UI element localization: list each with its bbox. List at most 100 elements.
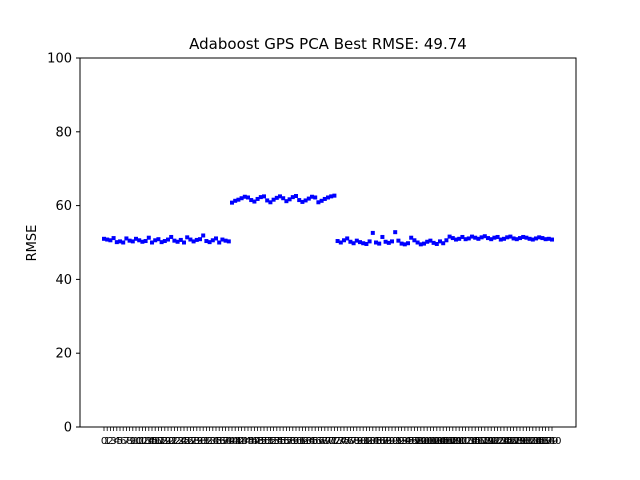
y-tick-label: 80 bbox=[55, 125, 72, 140]
data-point bbox=[415, 240, 420, 245]
x-tick-label: 65 bbox=[306, 436, 319, 447]
data-point bbox=[434, 241, 439, 246]
data-point bbox=[239, 196, 244, 201]
data-point bbox=[258, 195, 263, 200]
x-tick-label: 67 bbox=[312, 436, 325, 447]
data-point bbox=[482, 234, 487, 239]
chart-title: Adaboost GPS PCA Best RMSE: 49.74 bbox=[189, 35, 467, 53]
data-point bbox=[345, 236, 350, 241]
x-tick-label: 77 bbox=[344, 436, 357, 447]
x-tick-label: 85 bbox=[370, 436, 383, 447]
x-tick-label: 6 bbox=[120, 436, 126, 447]
y-tick-label: 40 bbox=[55, 273, 72, 288]
data-point bbox=[380, 234, 385, 239]
x-tick-label: 83 bbox=[363, 436, 376, 447]
data-point bbox=[316, 200, 321, 205]
x-tick-label: 15 bbox=[146, 436, 159, 447]
plot-area bbox=[79, 57, 577, 428]
data-point bbox=[479, 235, 484, 240]
data-point bbox=[143, 239, 148, 244]
x-tick-label: 19 bbox=[158, 436, 171, 447]
x-tick-label: 88 bbox=[379, 436, 392, 447]
data-point bbox=[540, 236, 545, 241]
x-tick-label: 123 bbox=[488, 436, 507, 447]
data-point bbox=[418, 242, 423, 247]
data-point bbox=[262, 194, 266, 199]
data-point bbox=[367, 239, 372, 244]
data-point bbox=[374, 240, 378, 245]
data-point bbox=[207, 240, 212, 245]
x-tick-label: 7 bbox=[123, 436, 129, 447]
x-tick-label: 53 bbox=[267, 436, 280, 447]
x-tick-label: 24 bbox=[174, 436, 187, 447]
data-point bbox=[492, 235, 497, 240]
data-point bbox=[140, 239, 145, 244]
data-point bbox=[153, 238, 158, 243]
x-tick-label: 106 bbox=[434, 436, 453, 447]
x-tick-label: 42 bbox=[232, 436, 245, 447]
data-point bbox=[166, 237, 170, 242]
x-tick-label: 3 bbox=[110, 436, 116, 447]
x-tick-label: 132 bbox=[517, 436, 536, 447]
x-tick-label: 20 bbox=[162, 436, 175, 447]
x-tick-label: 72 bbox=[328, 436, 341, 447]
y-tick-label: 0 bbox=[64, 421, 72, 436]
data-point bbox=[348, 239, 353, 244]
data-point bbox=[290, 195, 295, 200]
data-point bbox=[422, 241, 426, 246]
data-point bbox=[543, 237, 548, 242]
x-tick-label: 49 bbox=[254, 436, 267, 447]
data-point bbox=[310, 194, 314, 199]
data-point bbox=[217, 240, 222, 245]
data-point bbox=[329, 194, 334, 199]
data-points bbox=[102, 193, 554, 247]
data-point bbox=[406, 241, 410, 246]
x-axis: 0123456789101112131415161718192021222324… bbox=[101, 427, 562, 447]
x-tick-label: 140 bbox=[542, 436, 561, 447]
x-tick-label: 64 bbox=[302, 436, 315, 447]
data-point bbox=[242, 194, 247, 199]
data-point bbox=[444, 238, 449, 243]
data-point bbox=[172, 238, 177, 243]
data-point bbox=[386, 240, 391, 245]
x-tick-label: 5 bbox=[117, 436, 123, 447]
x-tick-label: 69 bbox=[318, 436, 331, 447]
data-point bbox=[326, 195, 330, 200]
x-tick-label: 115 bbox=[462, 436, 481, 447]
x-tick-label: 112 bbox=[453, 436, 472, 447]
x-tick-label: 128 bbox=[504, 436, 523, 447]
data-point bbox=[550, 237, 554, 242]
data-point bbox=[233, 198, 238, 203]
data-point bbox=[396, 238, 401, 243]
data-point bbox=[198, 237, 202, 242]
y-axis: 0 20 40 60 80 100 bbox=[47, 52, 80, 436]
data-point bbox=[294, 194, 298, 199]
x-tick-label: 31 bbox=[197, 436, 210, 447]
x-tick-label: 60 bbox=[290, 436, 303, 447]
data-point bbox=[255, 196, 260, 201]
x-tick-label: 9 bbox=[130, 436, 136, 447]
x-tick-label: 36 bbox=[213, 436, 226, 447]
x-tick-label: 76 bbox=[341, 436, 354, 447]
x-tick-label: 43 bbox=[235, 436, 248, 447]
x-tick-label: 107 bbox=[437, 436, 456, 447]
x-tick-label: 134 bbox=[523, 436, 542, 447]
y-tick-label: 60 bbox=[55, 199, 72, 214]
data-point bbox=[530, 237, 535, 242]
data-point bbox=[118, 239, 122, 244]
x-tick-label: 0 bbox=[101, 436, 107, 447]
data-point bbox=[428, 238, 433, 243]
x-tick-label: 18 bbox=[155, 436, 168, 447]
x-tick-label: 92 bbox=[392, 436, 405, 447]
data-point bbox=[470, 234, 474, 239]
x-tick-label: 50 bbox=[258, 436, 271, 447]
x-tick-label: 127 bbox=[501, 436, 520, 447]
data-point bbox=[354, 238, 359, 243]
data-point bbox=[460, 234, 465, 239]
data-point bbox=[284, 199, 289, 204]
data-point bbox=[438, 239, 442, 244]
data-point bbox=[319, 198, 324, 203]
x-tick-label: 11 bbox=[133, 436, 146, 447]
x-tick-label: 61 bbox=[293, 436, 306, 447]
